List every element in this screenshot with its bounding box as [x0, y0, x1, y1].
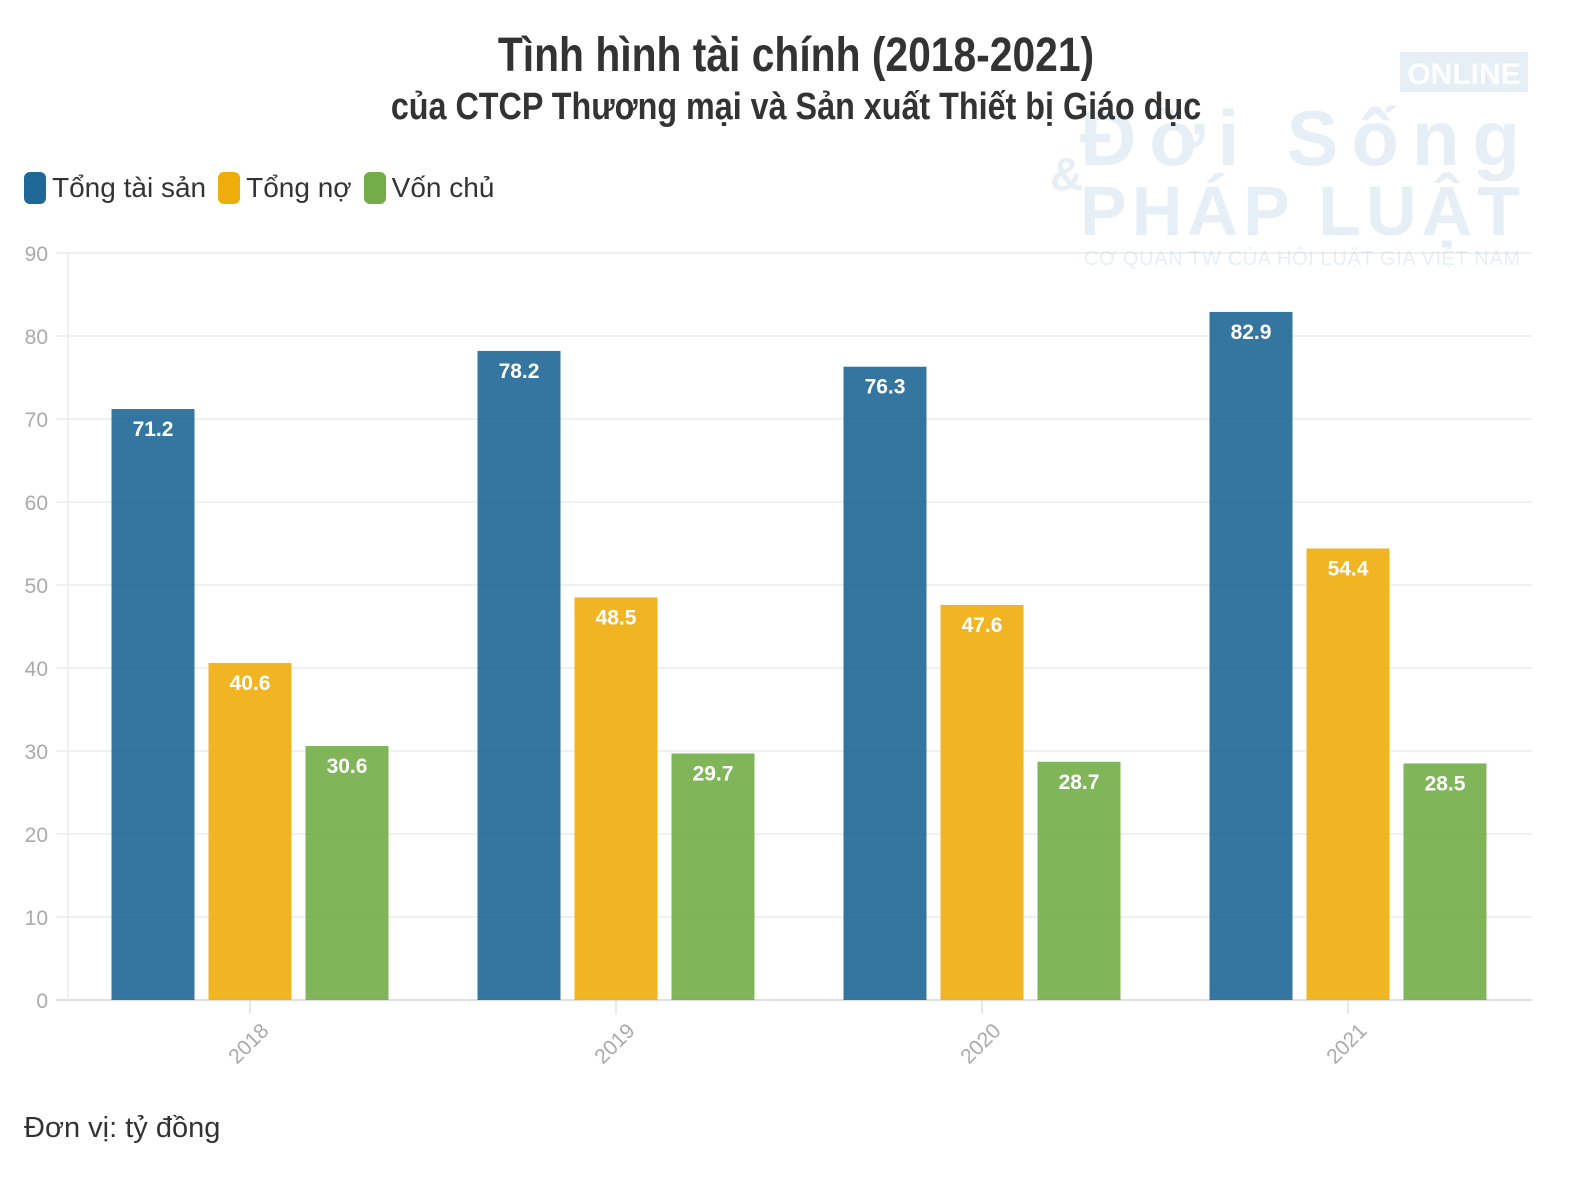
svg-text:ONLINE: ONLINE	[1407, 58, 1520, 91]
chart-title: Tình hình tài chính (2018-2021)	[497, 29, 1095, 82]
svg-text:PHÁP LUẬT: PHÁP LUẬT	[1080, 171, 1520, 250]
unit-note: Đơn vị: tỷ đồng	[24, 1112, 221, 1144]
legend-label: Tổng tài sản	[52, 172, 207, 203]
bar	[671, 753, 755, 1000]
x-tick-label: 2019	[590, 1019, 639, 1068]
bar	[305, 746, 389, 1000]
data-label: 28.7	[1059, 771, 1100, 794]
legend-item-total-debt[interactable]: Tổng nợ	[218, 172, 352, 204]
bar	[940, 604, 1024, 1000]
y-tick-label: 10	[25, 907, 48, 930]
bar	[111, 409, 195, 1000]
data-label: 76.3	[865, 376, 906, 399]
bar	[477, 350, 561, 1000]
legend-item-equity[interactable]: Vốn chủ	[363, 172, 495, 204]
y-tick-label: 60	[25, 492, 48, 515]
data-label: 71.2	[133, 418, 174, 441]
x-tick-label: 2021	[1322, 1019, 1371, 1068]
legend-label: Tổng nợ	[246, 172, 352, 203]
watermark-logo: ONLINE Đời Sống & PHÁP LUẬT CƠ QUAN TW C…	[1050, 52, 1528, 270]
bar	[1306, 548, 1390, 1000]
svg-text:Đời Sống: Đời Sống	[1080, 94, 1520, 182]
y-tick-label: 30	[25, 741, 48, 764]
y-tick-label: 40	[25, 658, 48, 681]
svg-text:CƠ QUAN TW CỦA HỘI LUẬT GIA VI: CƠ QUAN TW CỦA HỘI LUẬT GIA VIỆT NAM	[1084, 246, 1520, 270]
data-label: 78.2	[499, 360, 540, 383]
data-label: 28.5	[1425, 772, 1466, 795]
data-label: 47.6	[962, 614, 1003, 637]
y-tick-label: 70	[25, 409, 48, 432]
chart-subtitle: của CTCP Thương mại và Sản xuất Thiết bị…	[390, 86, 1202, 128]
y-tick-label: 90	[25, 243, 48, 266]
svg-text:&: &	[1050, 148, 1083, 200]
data-label: 40.6	[230, 672, 271, 695]
legend-swatch	[218, 172, 241, 204]
bar	[1037, 761, 1121, 1000]
data-label: 29.7	[693, 762, 734, 785]
data-label: 30.6	[327, 755, 368, 778]
legend-swatch	[363, 172, 386, 204]
legend: Tổng tài sản Tổng nợ Vốn chủ	[24, 172, 494, 204]
bar	[208, 663, 292, 1000]
data-label: 54.4	[1328, 557, 1369, 580]
y-tick-label: 20	[25, 824, 48, 847]
y-tick-label: 80	[25, 326, 48, 349]
y-tick-label: 0	[36, 990, 48, 1013]
y-tick-label: 50	[25, 575, 48, 598]
bar	[843, 366, 927, 1001]
x-tick-label: 2020	[956, 1019, 1005, 1068]
bar	[1209, 311, 1293, 1000]
data-label: 48.5	[596, 606, 637, 629]
legend-item-total-assets[interactable]: Tổng tài sản	[24, 172, 206, 204]
data-label: 82.9	[1231, 321, 1272, 344]
bar	[1403, 763, 1487, 1000]
bar	[574, 597, 658, 1000]
x-tick-label: 2018	[224, 1019, 273, 1068]
legend-label: Vốn chủ	[391, 172, 495, 203]
legend-swatch	[24, 172, 46, 204]
